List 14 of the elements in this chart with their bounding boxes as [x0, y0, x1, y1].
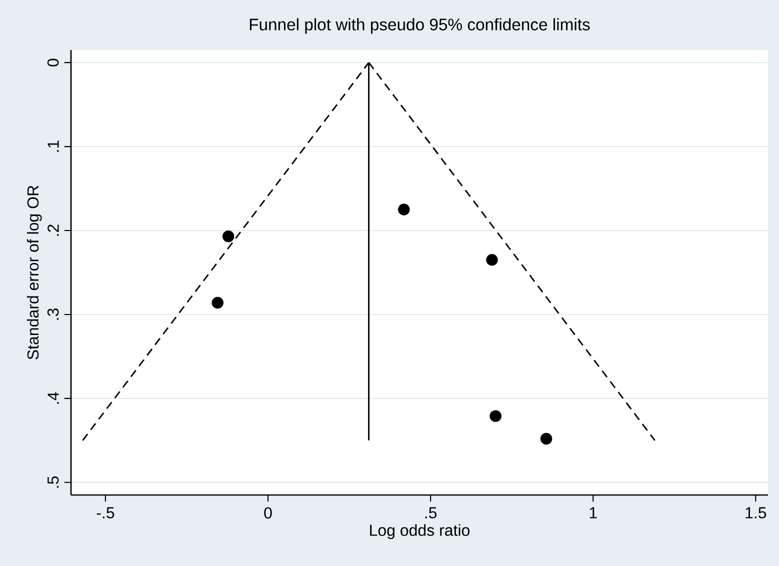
y-tick-label: .3 [47, 308, 59, 320]
y-tick-label: .1 [48, 140, 59, 152]
y-tick-label: .4 [48, 392, 59, 404]
y-tick-label: 0 [47, 58, 59, 66]
x-tick-label: .5 [425, 507, 437, 518]
y-tick-label: .5 [48, 476, 59, 488]
x-tick-label: 1 [590, 507, 597, 518]
x-tick-label: -.5 [96, 507, 114, 518]
y-axis-title: Standard error of log OR [26, 186, 42, 360]
chart-title: Funnel plot with pseudo 95% confidence limits [250, 18, 590, 34]
y-tick-label: .2 [48, 224, 59, 236]
x-tick-label: 0 [264, 507, 272, 519]
x-axis-title: Log odds ratio [370, 524, 470, 540]
x-tick-label: 1.5 [746, 507, 766, 518]
